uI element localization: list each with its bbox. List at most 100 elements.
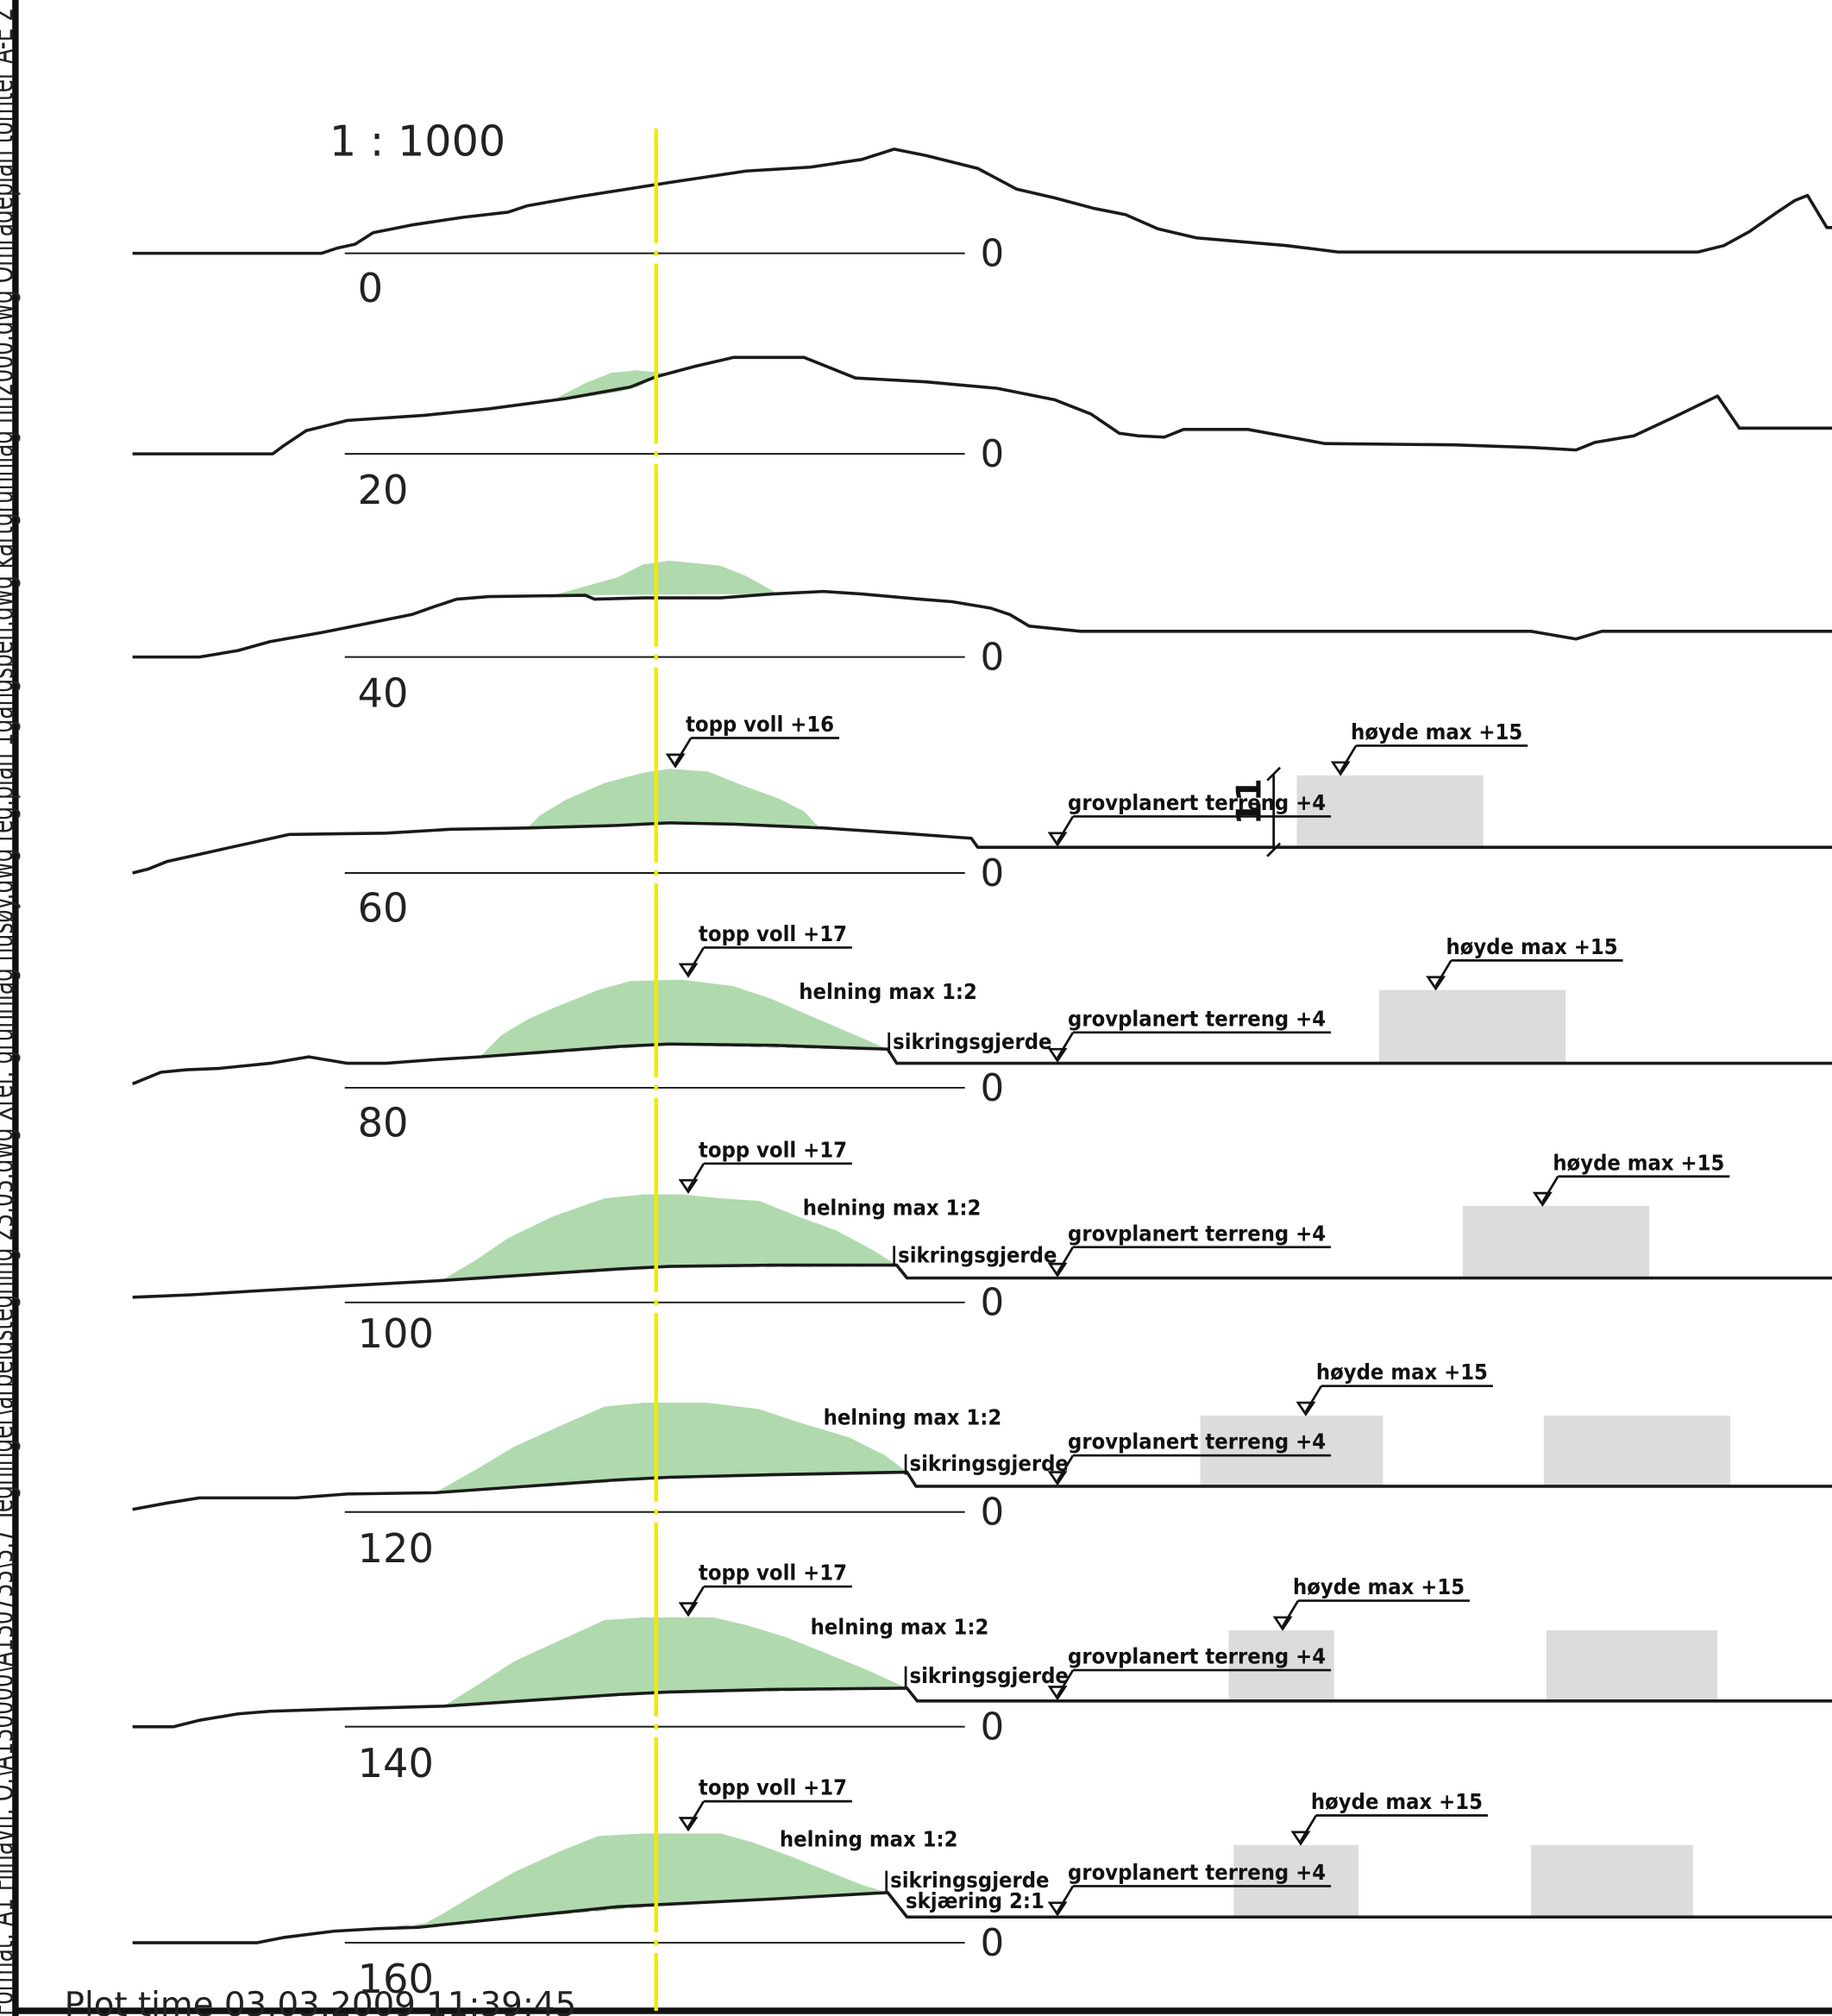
leader-line [1056,1885,1075,1912]
leader-line [1056,1247,1075,1274]
annotation: høyde max +15 [1272,1573,1471,1631]
building-block [1378,989,1566,1064]
reference-level-label: 0 [981,1492,1005,1535]
noise-embankment [443,1617,907,1706]
annotation: topp voll +16 [665,711,840,769]
leader-line [1056,1669,1075,1697]
annotation-text: grovplanert terreng +4 [1068,1220,1326,1246]
section-100: 0 100 topp voll +17 helning max 1:2 sikrings… [132,1136,1832,1357]
section-120: 0 120 helning max 1:2 sikringsgjerdegrovpla… [132,1359,1832,1572]
annotation: grovplanert terreng +4 [1047,1643,1332,1701]
building-block [1462,1206,1650,1278]
annotation-text: sikringsgjerde [910,1450,1069,1476]
annotation: sikringsgjerde [885,1867,1050,1893]
annotation-text: helning max 1:2 [799,978,977,1004]
annotation-text: topp voll +17 [699,1560,847,1586]
annotation: høyde max +15 [1330,719,1528,776]
section-20: 0 20 [132,355,1832,513]
leader-line [1056,1032,1075,1059]
annotation: helning max 1:2 [803,1194,982,1220]
terrain-profile [132,821,1832,875]
leader-line [687,946,706,974]
annotation: topp voll +17 [678,1136,852,1195]
station-label: 100 [358,1310,434,1357]
noise-embankment [435,1403,907,1493]
height-dimension: 11 [1231,766,1282,857]
leader-line [1339,744,1358,772]
annotation: helning max 1:2 [799,978,977,1004]
annotation: grovplanert terreng +4 [1047,1429,1332,1486]
section-40: 0 40 [132,560,1832,717]
annotation-text: sikringsgjerde [893,1028,1051,1054]
dimension-tick [1266,842,1282,857]
building-block [1233,1844,1359,1918]
annotation: sikringsgjerde [904,1662,1069,1688]
noise-embankment [380,1833,888,1929]
annotation: sikringsgjerde [904,1450,1069,1476]
scale-label: 1 : 1000 [329,116,505,166]
annotation: helning max 1:2 [811,1613,989,1639]
annotation-text: helning max 1:2 [811,1613,989,1639]
terrain-profile [132,355,1832,455]
annotation-text: høyde max +15 [1311,1788,1483,1814]
annotation: sikringsgjerde [893,1242,1057,1268]
noise-embankment [553,560,779,596]
annotation-text: sikringsgjerde [898,1242,1057,1268]
annotation-text: helning max 1:2 [824,1404,1002,1429]
annotation-text: grovplanert terreng +4 [1068,1859,1326,1885]
reference-level-label: 0 [981,233,1005,276]
annotation: grovplanert terreng +4 [1047,1859,1332,1917]
annotation-text: høyde max +15 [1351,719,1522,744]
terrain-profile [132,1470,1832,1511]
annotation-text: skjæring 2:1 [906,1887,1045,1913]
leader-line [1056,815,1075,843]
terrain-profile [132,1263,1832,1299]
noise-embankment [548,370,664,403]
leader-line [1541,1176,1559,1203]
leader-line [1304,1385,1322,1413]
reference-level-label: 0 [981,852,1005,895]
annotation: høyde max +15 [1296,1359,1493,1416]
terrain-profile [132,589,1832,659]
annotation: høyde max +15 [1532,1149,1730,1207]
building-block [1546,1630,1718,1701]
section-140: 0 140 topp voll +17 helning max 1:2 sikrings… [132,1560,1832,1787]
annotation-text: topp voll +16 [686,711,834,737]
reference-level-label: 0 [981,637,1005,680]
station-label: 40 [358,670,409,717]
terrain-profile [132,1891,1832,1944]
leader-line [1056,1454,1075,1482]
annotation: skjæring 2:1 [906,1887,1045,1913]
noise-embankment [480,979,888,1058]
section-0: 00 [132,148,1832,311]
noise-embankment [527,769,818,828]
annotation: grovplanert terreng +4 [1047,789,1332,847]
annotation-text: sikringsgjerde [910,1662,1069,1688]
reference-level-label: 0 [981,1067,1005,1110]
annotation-text: høyde max +15 [1553,1149,1724,1175]
annotation-text: topp voll +17 [699,1136,847,1162]
xref-side-label: Format: A1 Filnavn: O:\A130000\A130733\3… [0,8,22,2016]
leader-line [1281,1599,1300,1628]
reference-level-label: 0 [981,433,1005,476]
annotation-text: helning max 1:2 [803,1194,982,1220]
station-label: 20 [358,467,409,513]
section-160: 0 160 topp voll +17 helning max 1:2 sikrings… [132,1774,1832,2002]
leader-line [687,1586,706,1613]
annotation-text: helning max 1:2 [780,1825,958,1851]
annotation-text: topp voll +17 [699,920,847,946]
annotation-text: høyde max +15 [1293,1573,1465,1599]
station-label: 160 [358,1956,434,2002]
annotation: topp voll +17 [678,1560,852,1617]
drawing-frame [12,0,1832,2016]
annotation-text: grovplanert terreng +4 [1068,1429,1326,1454]
annotation-text: høyde max +15 [1446,933,1618,959]
dimension-value: 11 [1231,778,1270,825]
reference-level-label: 0 [981,1282,1005,1325]
station-label: 60 [358,885,409,932]
station-label: 120 [358,1525,434,1572]
station-label: 140 [358,1740,434,1787]
reference-level-label: 0 [981,1922,1005,1965]
section-80: 0 80 topp voll +17 helning max 1:2 sikringsg… [131,920,1832,1146]
